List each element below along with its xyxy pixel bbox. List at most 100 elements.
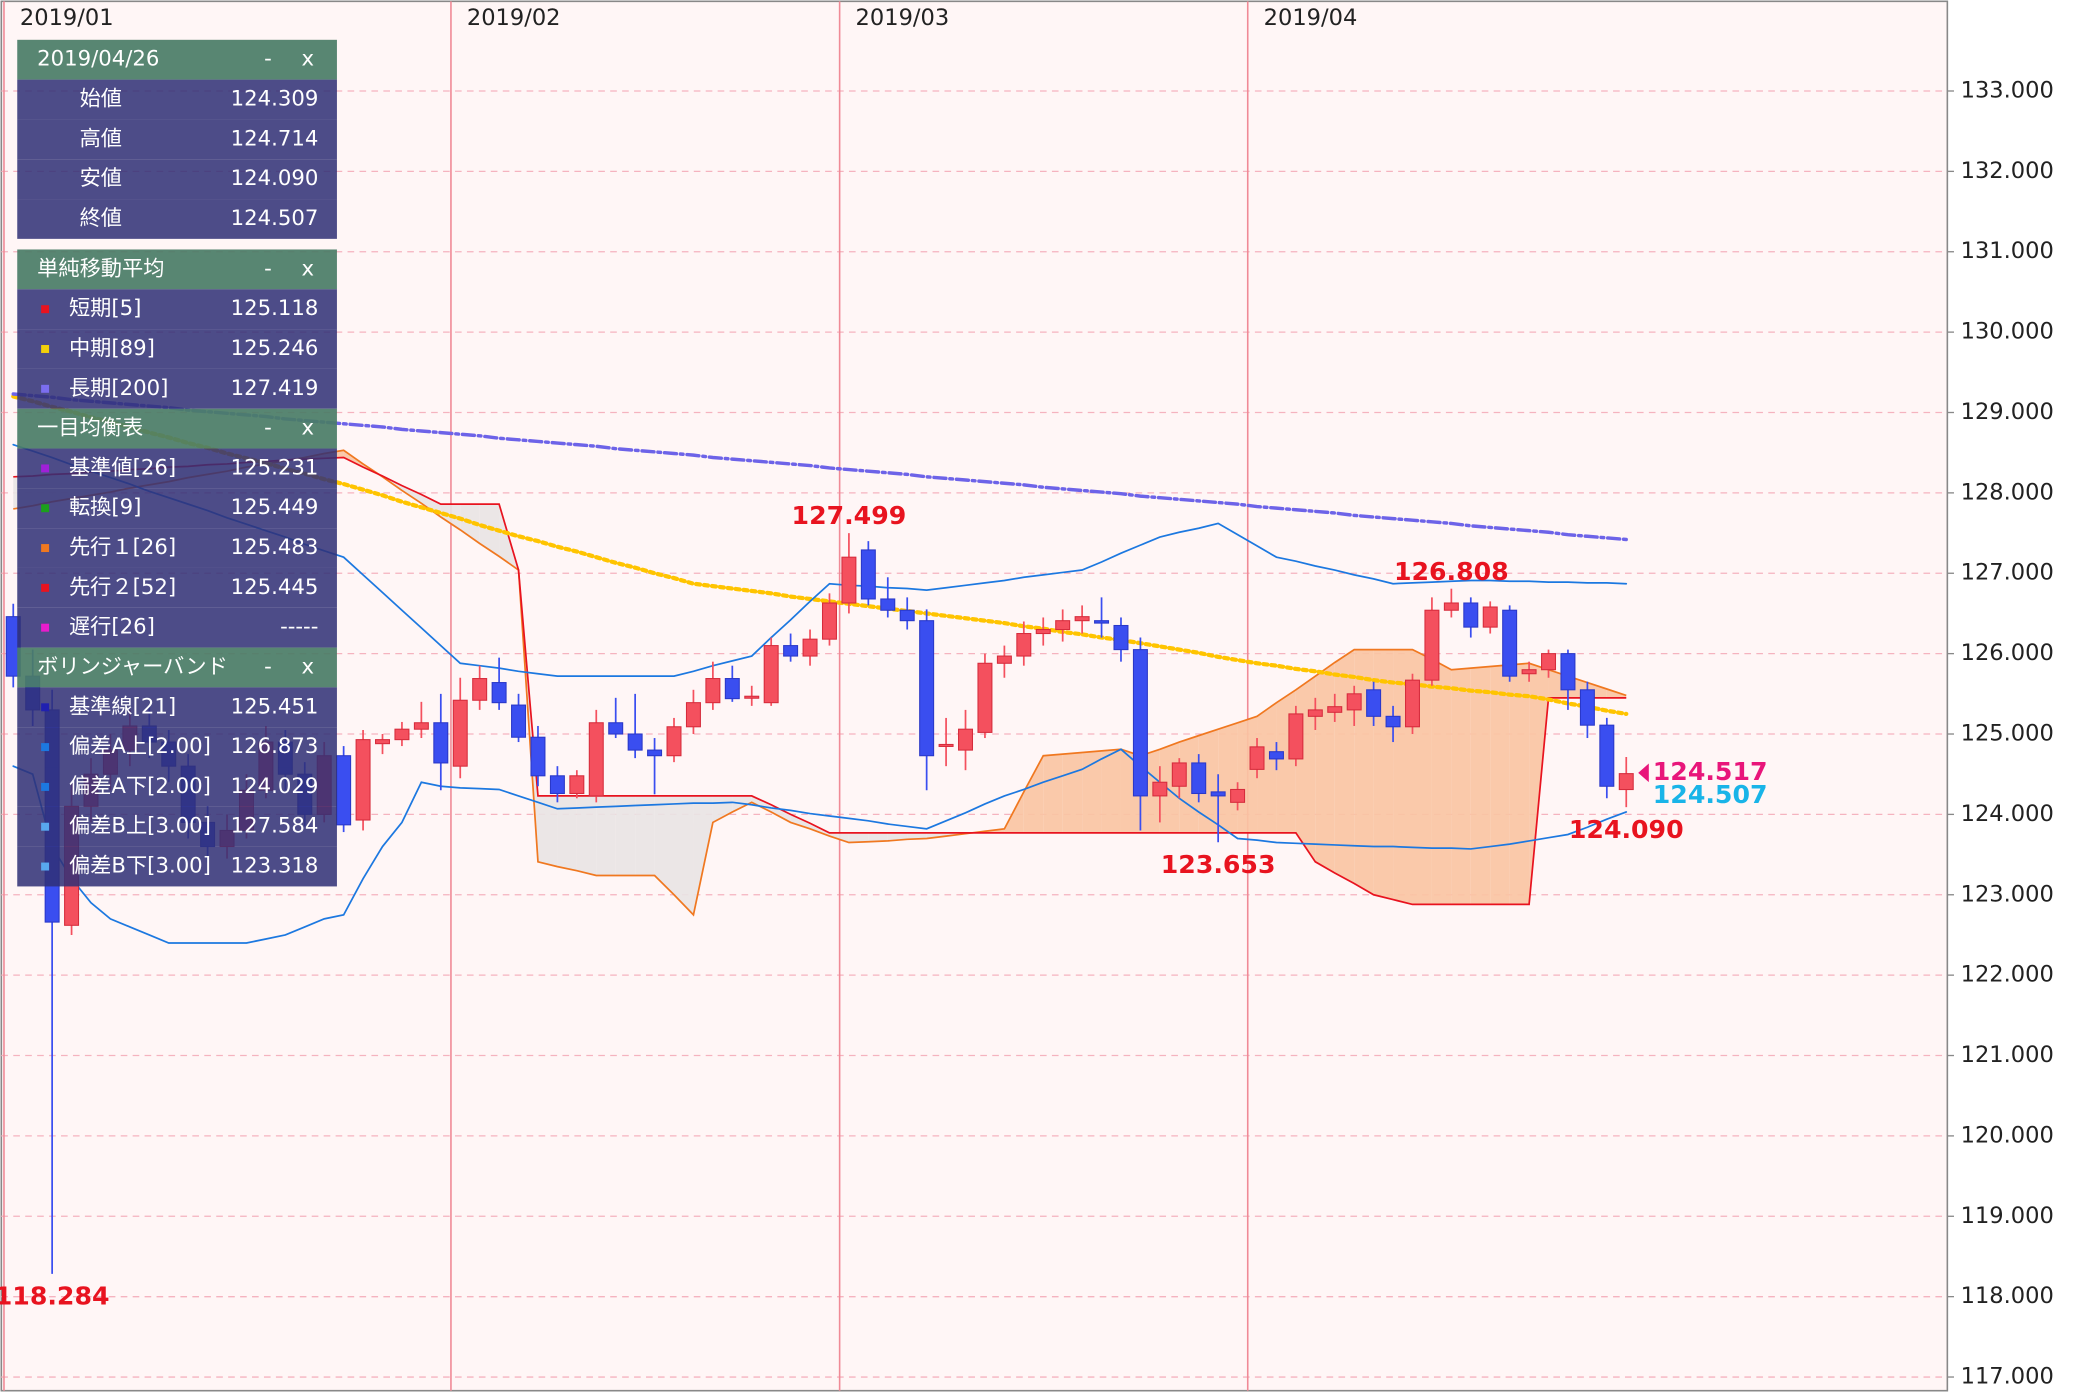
panel-close[interactable]: x [301, 256, 314, 281]
legend-swatch [41, 544, 50, 553]
panel-row [17, 567, 337, 608]
panel-title: 単純移動平均 [37, 256, 164, 281]
panel-label: 高値 [80, 126, 122, 151]
candle-body [530, 736, 546, 777]
price-pointer [1638, 763, 1649, 783]
panel-value: 125.246 [231, 336, 319, 361]
candle-body [627, 733, 643, 751]
panel-label: 遅行[26] [69, 615, 155, 640]
candle-body [1560, 653, 1576, 691]
candle-body [899, 609, 915, 622]
cloud-fill [1490, 664, 1510, 905]
cloud-fill [790, 814, 811, 829]
candle-body [1327, 706, 1343, 713]
panel-close[interactable]: x [301, 416, 314, 441]
panel-label: 偏差B下[3.00] [69, 854, 211, 879]
candle-body [375, 739, 391, 745]
candle-body [1443, 602, 1459, 611]
y-tick-label: 125.000 [1961, 721, 2054, 747]
cloud-fill [674, 795, 694, 915]
candle-body [802, 638, 818, 657]
price-annotation: 127.499 [792, 501, 907, 530]
candle-body [880, 598, 896, 611]
panel-value: 124.507 [231, 206, 319, 231]
panel-row [17, 488, 337, 529]
legend-swatch [41, 305, 50, 314]
cloud-fill [1354, 649, 1374, 895]
candle-body [1482, 606, 1498, 628]
candle-body [1094, 620, 1110, 624]
panel-value: 124.714 [231, 126, 319, 151]
panel-minimize[interactable]: - [264, 416, 272, 441]
candle-body [433, 722, 449, 764]
candle-body [1191, 762, 1207, 795]
panel-label: 先行２[52] [69, 575, 176, 600]
panel-label: 中期[89] [69, 336, 155, 361]
y-tick-label: 127.000 [1961, 560, 2054, 586]
y-tick-label: 117.000 [1961, 1364, 2054, 1390]
cloud-fill [1043, 754, 1063, 833]
cloud-fill [1082, 750, 1102, 833]
panel-label: 基準値[26] [69, 455, 176, 480]
legend-swatch [41, 623, 50, 632]
panel-value: ----- [280, 615, 318, 640]
y-tick-label: 133.000 [1961, 77, 2054, 103]
panel-row [17, 329, 337, 369]
x-tick-label: 2019/03 [856, 5, 950, 31]
candle-body [783, 645, 799, 657]
candle-body [1346, 693, 1362, 711]
panel-title: 2019/04/26 [37, 47, 159, 72]
candle-body [724, 678, 740, 700]
panel-row [17, 767, 337, 807]
y-tick-label: 130.000 [1961, 319, 2054, 345]
candle-body [336, 755, 352, 826]
panel-close[interactable]: x [301, 47, 314, 72]
y-tick-label: 131.000 [1961, 238, 2054, 264]
cloud-fill [1062, 752, 1083, 833]
candle-body [511, 704, 527, 738]
panel-value: 125.483 [231, 535, 319, 560]
candle-body [472, 678, 488, 701]
legend-swatch [41, 504, 50, 513]
candle-body [413, 722, 429, 730]
panel-label: 始値 [80, 87, 122, 112]
candle-body [1016, 633, 1032, 657]
panel-value: 124.309 [231, 87, 319, 112]
panel-minimize[interactable]: - [264, 47, 272, 72]
cloud-fill [1276, 689, 1296, 833]
panel-value: 123.318 [231, 854, 319, 879]
cloud-fill [1257, 702, 1277, 833]
legend-swatch [41, 782, 50, 791]
panel-label: 短期[5] [69, 296, 141, 321]
price-annotation: 126.808 [1394, 557, 1509, 586]
panel-label: 先行１[26] [69, 535, 176, 560]
panel-label: 安値 [80, 166, 122, 191]
y-tick-label: 122.000 [1961, 962, 2054, 988]
y-tick-label: 129.000 [1961, 399, 2054, 425]
panel-value: 127.584 [231, 814, 319, 839]
candle-body [569, 775, 585, 795]
y-tick-label: 123.000 [1961, 881, 2054, 907]
candle-body [1249, 746, 1265, 770]
panel-label: 偏差A下[2.00] [69, 774, 211, 799]
panel-title: 一目均衡表 [37, 416, 143, 441]
price-tag: 124.517 [1653, 757, 1768, 786]
candle-body [355, 739, 371, 821]
y-tick-label: 132.000 [1961, 158, 2054, 184]
panel-close[interactable]: x [301, 654, 314, 679]
panel-label: 基準線[21] [69, 694, 176, 719]
candle-body [685, 702, 701, 728]
panel-row [17, 289, 337, 330]
panel-minimize[interactable]: - [264, 256, 272, 281]
panel-minimize[interactable]: - [264, 654, 272, 679]
legend-swatch [41, 743, 50, 752]
price-annotation: 124.090 [1569, 815, 1684, 844]
candle-body [705, 678, 721, 704]
candle-body [996, 655, 1012, 664]
panel-value: 125.118 [231, 296, 319, 321]
legend-swatch [41, 384, 50, 393]
price-annotation: 123.653 [1161, 850, 1276, 879]
panel-value: 124.029 [231, 774, 319, 799]
panel-row [17, 687, 337, 728]
